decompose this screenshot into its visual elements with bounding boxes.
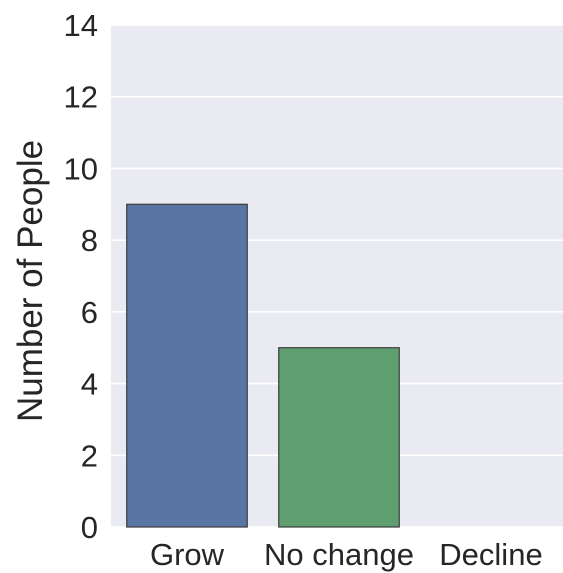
bars bbox=[126, 203, 400, 528]
y-tick-label: 14 bbox=[64, 8, 98, 43]
x-tick-label: Decline bbox=[439, 537, 542, 572]
y-tick-label: 6 bbox=[81, 295, 98, 330]
bar-grow bbox=[126, 203, 248, 528]
y-tick-label: 8 bbox=[81, 223, 98, 258]
y-tick-label: 10 bbox=[64, 151, 98, 186]
y-tick-label: 2 bbox=[81, 438, 98, 473]
y-axis-ticks: 0 2 4 6 8 10 12 14 bbox=[64, 8, 98, 545]
y-tick-label: 0 bbox=[81, 510, 98, 545]
y-tick-label: 12 bbox=[64, 80, 98, 115]
x-tick-label: No change bbox=[264, 537, 414, 572]
y-axis-label: Number of People bbox=[11, 140, 50, 422]
y-tick-label: 4 bbox=[81, 367, 98, 402]
x-axis-ticks: Grow No change Decline bbox=[150, 537, 543, 572]
x-tick-label: Grow bbox=[150, 537, 225, 572]
bar-no-change bbox=[278, 347, 400, 528]
